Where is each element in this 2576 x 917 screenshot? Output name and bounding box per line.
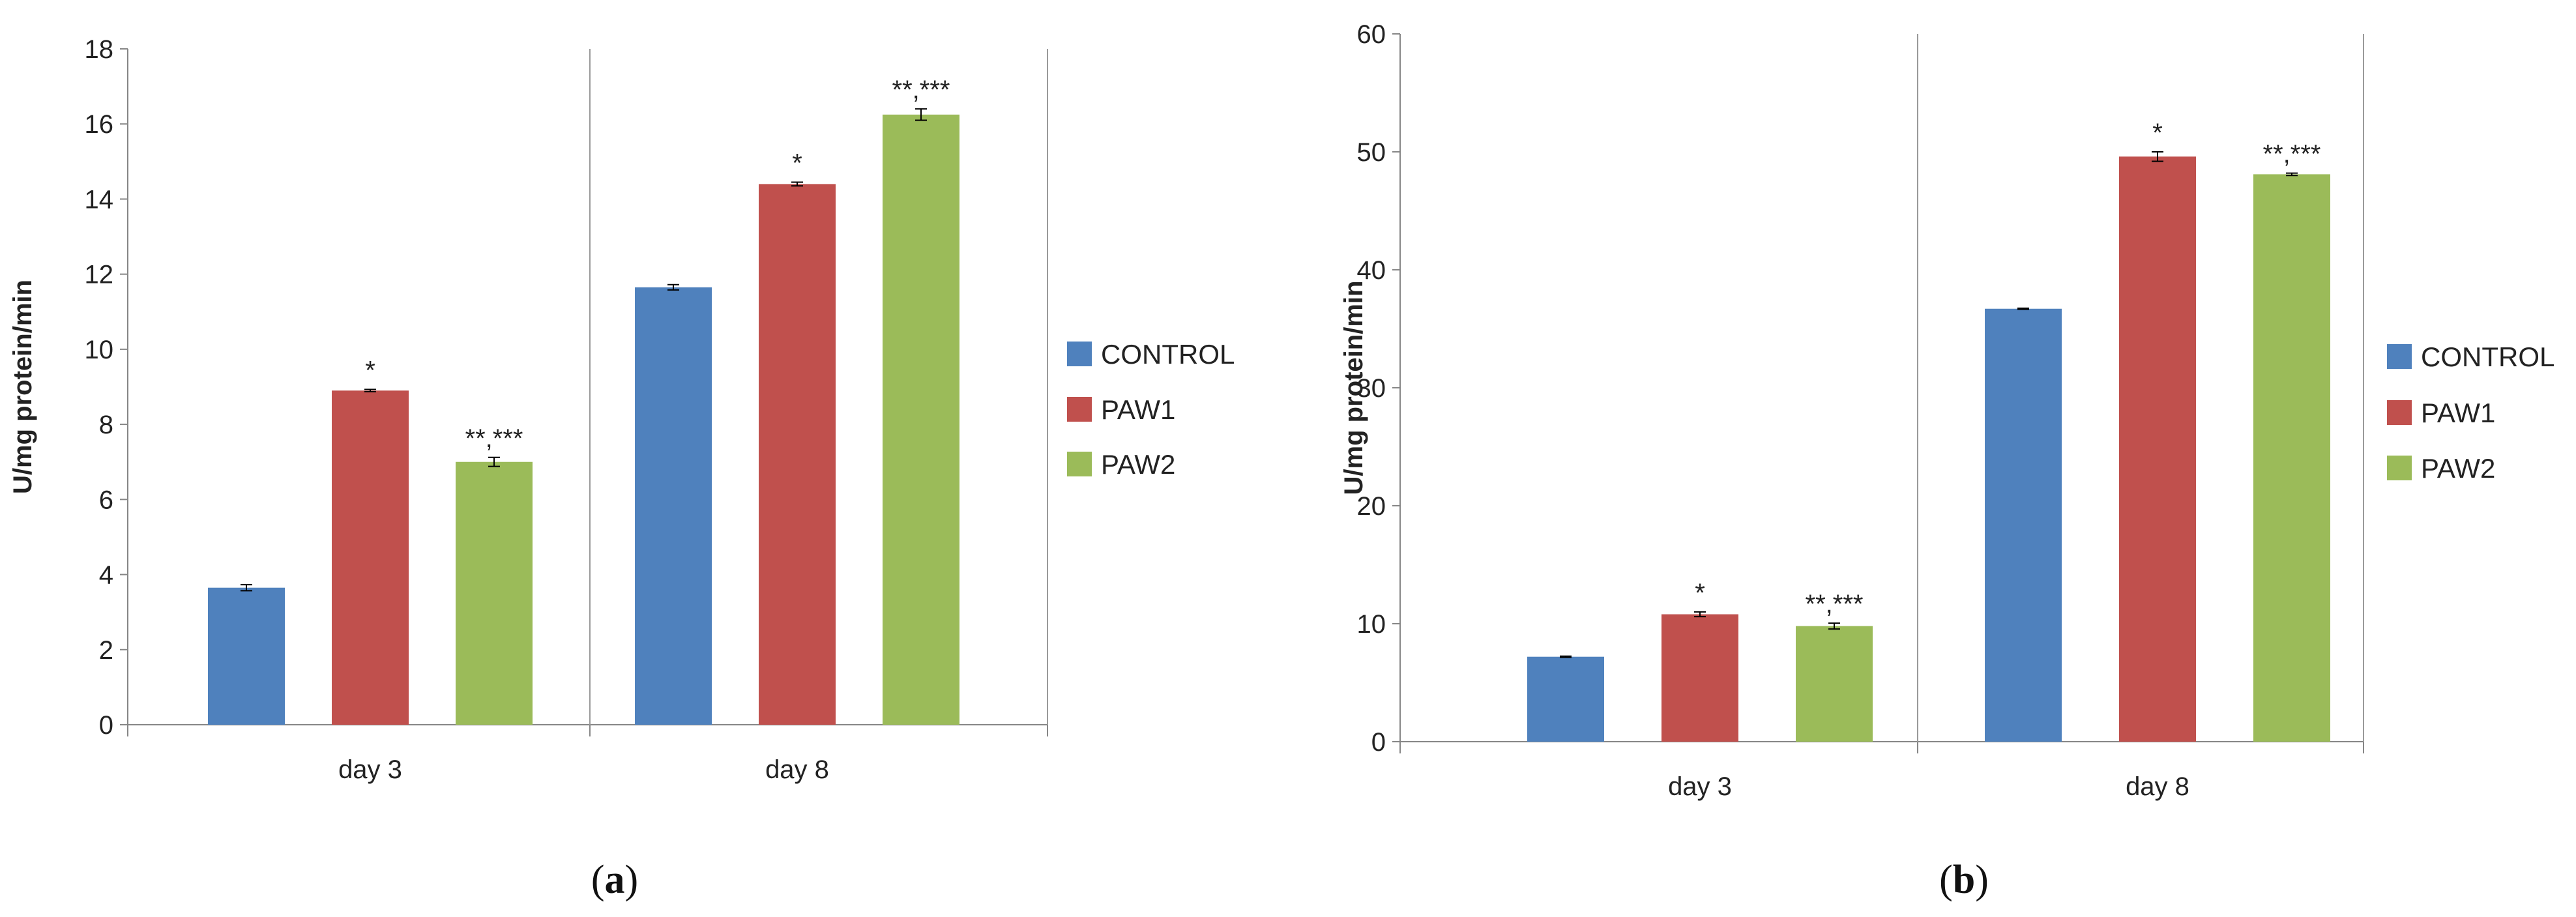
x-category-label: day 8 [765,755,829,784]
y-tick-label: 4 [99,561,113,590]
x-category-label: day 3 [1668,772,1732,801]
y-axis-label: U/mg protein/min [8,280,37,494]
significance-label: * [2152,119,2163,147]
panel-label-open: ( [591,858,605,902]
y-tick-label: 50 [1357,138,1386,167]
chart-a: 0 2 4 6 8 10 12 14 16 18 day 3 day 8 * * **,*** **,*** U… [8,35,1235,902]
legend-swatch [2387,344,2412,369]
y-tick-label: 0 [1371,728,1386,757]
y-tick-label: 16 [85,110,114,139]
bar [2253,174,2330,742]
legend-label: CONTROL [1101,339,1235,370]
legend-label: PAW2 [2421,453,2495,484]
bar [883,114,959,725]
chart-b: 0 10 20 30 40 50 60 day 3 day 8 * * **,*** **,*** U/m… [1339,20,2554,902]
panel-label-close: ) [1975,858,1989,902]
panel-label-letter: b [1953,858,1975,902]
significance-label: * [1695,579,1705,607]
significance-label: * [792,149,802,178]
legend-swatch [1067,452,1092,476]
panel-label-open: ( [1939,858,1953,902]
bar [332,390,409,725]
significance-label: **,*** [892,76,950,104]
y-tick-label: 60 [1357,20,1386,49]
x-category-label: day 8 [2126,772,2189,801]
bar [635,287,712,725]
legend-label: PAW1 [2421,398,2495,428]
significance-label: **,*** [1806,590,1864,619]
panel-label: (a) [591,858,638,902]
bar [1985,308,2062,742]
bar [759,184,836,725]
legend-swatch [1067,397,1092,422]
x-category-label: day 3 [338,755,402,784]
significance-label: **,*** [465,424,523,453]
y-axis-label: U/mg protein/min [1339,281,1368,495]
legend-swatch [2387,456,2412,480]
panel-label: (b) [1939,858,1989,902]
panel-label-close: ) [625,858,639,902]
y-tick-label: 10 [85,336,114,364]
legend-label: CONTROL [2421,342,2554,372]
legend-label: PAW2 [1101,449,1175,480]
panel-label-letter: a [605,858,625,902]
y-tick-label: 10 [1357,610,1386,639]
bar [1661,614,1738,742]
y-tick-label: 12 [85,261,114,289]
legend-swatch [1067,342,1092,366]
y-tick-label: 40 [1357,256,1386,285]
bar [1796,626,1873,742]
y-tick-label: 14 [85,185,114,214]
significance-label: **,*** [2263,140,2321,169]
legend-label: PAW1 [1101,394,1175,425]
y-tick-label: 6 [99,486,113,514]
bar [456,461,533,725]
y-tick-label: 0 [99,711,113,740]
legend-swatch [2387,400,2412,425]
y-tick-label: 18 [85,35,114,64]
y-tick-label: 2 [99,636,113,665]
y-tick-label: 30 [1357,374,1386,403]
y-tick-label: 20 [1357,492,1386,521]
y-tick-label: 8 [99,411,113,439]
bar [2119,156,2196,742]
bar [208,587,285,725]
significance-label: * [365,357,375,385]
bar [1527,656,1604,742]
